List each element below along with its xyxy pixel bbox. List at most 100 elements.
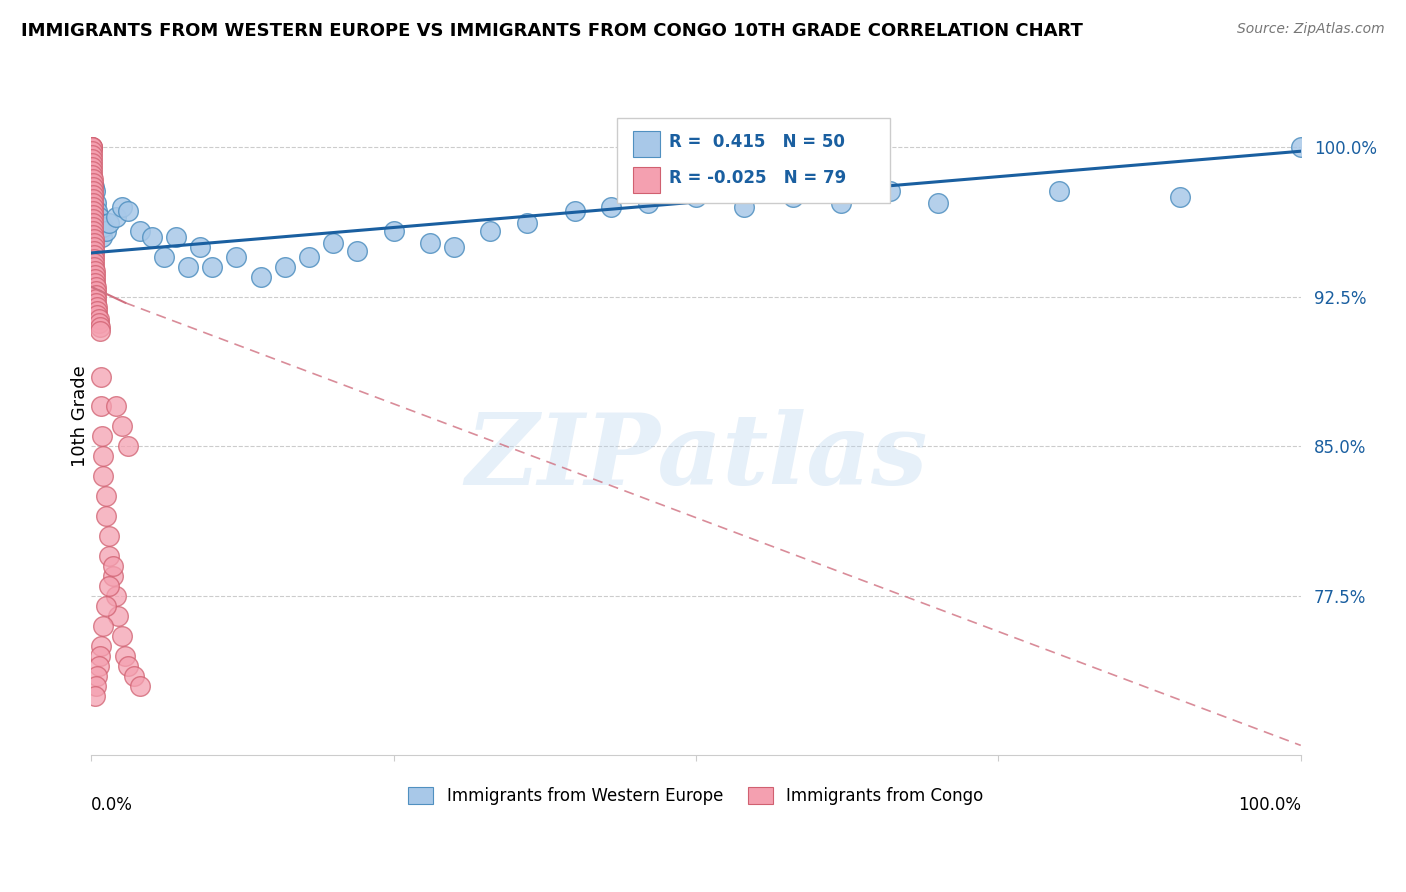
Point (82, 190, 104, 204)
Point (80, 156, 103, 170)
Point (117, 658, 139, 673)
Point (86, 300, 108, 314)
Point (879, 184, 901, 198)
Point (1047, 184, 1070, 198)
Point (80, 164, 103, 178)
Point (83, 232, 105, 246)
Point (188, 240, 211, 254)
Point (84, 295, 107, 310)
Point (86, 668, 108, 682)
Point (107, 608, 129, 623)
Point (84, 216, 107, 230)
Point (84, 292, 107, 306)
Point (101, 558, 124, 573)
Point (84, 679, 107, 693)
Point (84, 184, 107, 198)
Point (93, 469, 115, 483)
Point (83, 180, 105, 194)
Point (82, 208, 104, 222)
Point (249, 269, 271, 284)
Point (84, 264, 107, 278)
Point (98, 216, 121, 230)
Text: 0.0%: 0.0% (91, 796, 134, 814)
Point (110, 200, 132, 214)
Point (80, 140, 103, 154)
Text: IMMIGRANTS FROM WESTERN EUROPE VS IMMIGRANTS FROM CONGO 10TH GRADE CORRELATION C: IMMIGRANTS FROM WESTERN EUROPE VS IMMIGR… (21, 22, 1083, 40)
Point (83, 240, 105, 254)
Point (165, 230, 187, 244)
Point (382, 224, 405, 238)
Point (98, 579, 121, 593)
Point (104, 210, 127, 224)
Point (87, 658, 110, 673)
Point (128, 679, 150, 693)
Bar (633, 131, 659, 157)
Point (82, 184, 104, 198)
Point (83, 244, 105, 258)
Point (83, 260, 105, 274)
Point (82, 200, 104, 214)
Point (86, 308, 108, 322)
Point (830, 196, 852, 211)
Point (82, 216, 104, 230)
Legend: Immigrants from Western Europe, Immigrants from Congo: Immigrants from Western Europe, Immigran… (402, 780, 990, 812)
Point (98, 549, 121, 563)
Point (89, 324, 111, 338)
Point (80, 145, 103, 159)
Point (83, 200, 105, 214)
Point (110, 419, 132, 434)
Point (94, 489, 117, 503)
Point (90, 224, 112, 238)
Point (94, 224, 117, 238)
Point (637, 196, 659, 211)
Point (516, 216, 538, 230)
Point (82, 172, 104, 186)
Point (82, 204, 104, 219)
Point (114, 648, 136, 663)
Text: 100.0%: 100.0% (1237, 796, 1301, 814)
Point (419, 235, 441, 250)
Point (82, 188, 104, 202)
Point (82, 196, 104, 211)
Point (82, 227, 104, 242)
Point (733, 200, 755, 214)
Text: ZIPatlas: ZIPatlas (465, 409, 927, 506)
Point (86, 303, 108, 318)
Point (89, 216, 111, 230)
Point (443, 240, 465, 254)
Point (128, 224, 150, 238)
Point (83, 235, 105, 250)
Point (564, 204, 586, 219)
Point (93, 619, 115, 633)
Point (1289, 140, 1312, 154)
Point (117, 204, 139, 219)
Point (80, 168, 103, 182)
Point (82, 219, 104, 234)
Point (1168, 190, 1191, 204)
Point (117, 439, 139, 453)
Text: Source: ZipAtlas.com: Source: ZipAtlas.com (1237, 22, 1385, 37)
Point (90, 369, 112, 384)
Point (82, 212, 104, 227)
Point (346, 244, 368, 258)
Point (80, 148, 103, 162)
Point (685, 190, 707, 204)
Point (94, 599, 117, 613)
Point (84, 204, 107, 219)
Point (225, 250, 247, 264)
Point (177, 260, 200, 274)
Point (84, 272, 107, 286)
Point (80, 152, 103, 166)
Point (82, 180, 104, 194)
Point (83, 256, 105, 270)
Point (89, 319, 111, 334)
Point (82, 219, 104, 234)
Point (274, 260, 297, 274)
Point (83, 252, 105, 266)
Point (86, 204, 108, 219)
Point (82, 224, 104, 238)
Point (104, 400, 127, 414)
Point (110, 629, 132, 643)
Point (141, 230, 163, 244)
Point (87, 311, 110, 326)
